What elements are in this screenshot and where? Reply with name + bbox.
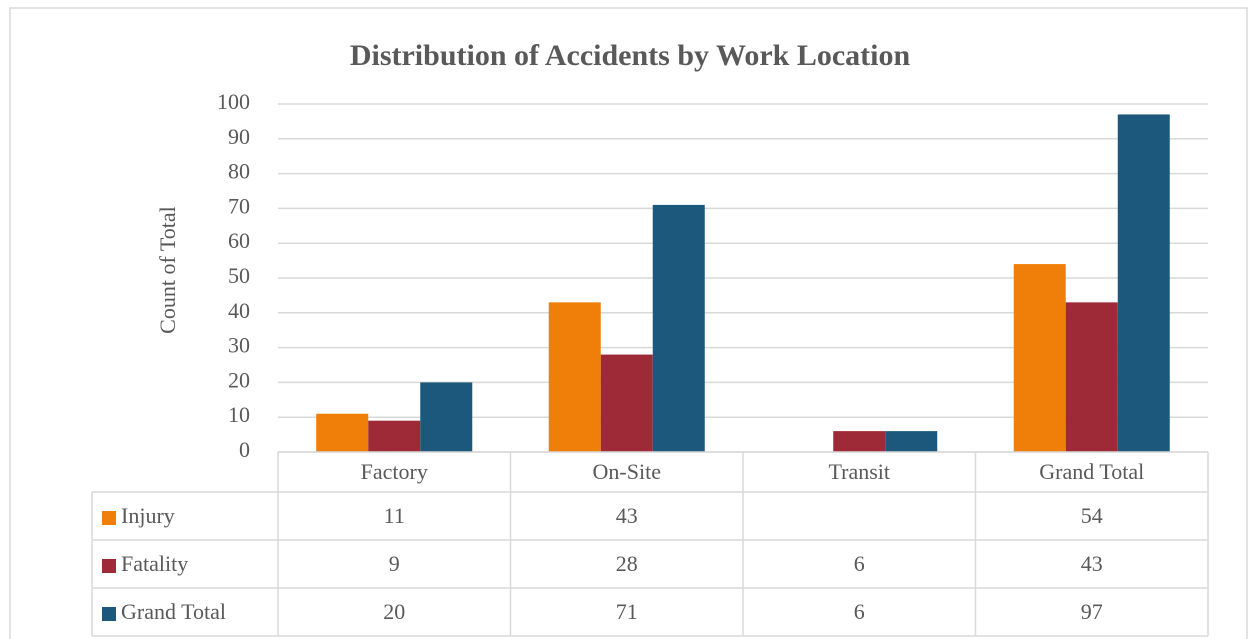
x-tick-label: Grand Total xyxy=(1039,459,1144,484)
table-value: 54 xyxy=(1081,503,1103,528)
bar xyxy=(316,413,369,452)
y-tick-label: 100 xyxy=(217,89,250,114)
chart-title: Distribution of Accidents by Work Locati… xyxy=(350,39,911,72)
y-tick-label: 0 xyxy=(239,437,250,462)
y-tick-label: 70 xyxy=(228,193,250,218)
x-tick-label: On-Site xyxy=(593,459,661,484)
table-value: 71 xyxy=(616,599,638,624)
table-value: 20 xyxy=(383,599,405,624)
legend-label: Fatality xyxy=(121,551,188,576)
legend-label: Grand Total xyxy=(121,599,226,624)
y-tick-label: 50 xyxy=(228,263,250,288)
y-tick-label: 90 xyxy=(228,124,250,149)
chart-frame xyxy=(9,7,1248,639)
table-value: 97 xyxy=(1081,599,1103,624)
y-tick-label: 20 xyxy=(228,367,250,392)
table-value: 9 xyxy=(389,551,400,576)
table-value: 6 xyxy=(854,599,865,624)
table-value: 43 xyxy=(1081,551,1103,576)
y-tick-label: 10 xyxy=(228,402,250,427)
legend-key xyxy=(102,511,116,525)
y-tick-label: 60 xyxy=(228,228,250,253)
bar xyxy=(1117,114,1170,452)
bar xyxy=(652,204,705,452)
table-value: 28 xyxy=(616,551,638,576)
bar xyxy=(885,431,938,452)
table-value: 6 xyxy=(854,551,865,576)
bar xyxy=(420,382,473,452)
legend-label: Injury xyxy=(121,503,175,528)
bar xyxy=(368,420,421,452)
bar xyxy=(600,354,653,452)
legend-key xyxy=(102,607,116,621)
bar xyxy=(1065,302,1118,452)
y-axis-label: Count of Total xyxy=(155,206,180,334)
y-tick-label: 30 xyxy=(228,333,250,358)
bar xyxy=(833,431,886,452)
legend-key xyxy=(102,559,116,573)
bar xyxy=(1013,264,1066,452)
y-tick-label: 40 xyxy=(228,298,250,323)
bar xyxy=(548,302,601,452)
x-tick-label: Transit xyxy=(828,459,890,484)
table-value: 11 xyxy=(384,503,405,528)
x-tick-label: Factory xyxy=(361,459,428,484)
table-value: 43 xyxy=(616,503,638,528)
y-tick-label: 80 xyxy=(228,159,250,184)
